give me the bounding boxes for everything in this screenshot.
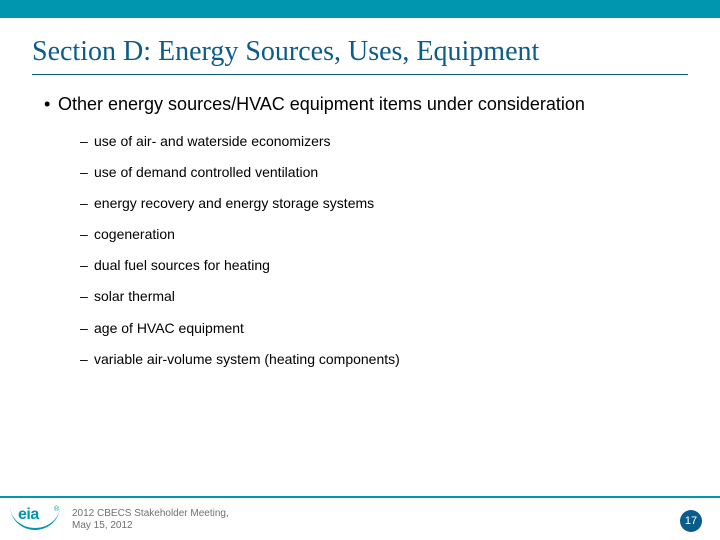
list-item: –cogeneration [80,225,688,243]
dash-icon: – [80,194,94,212]
level2-text: age of HVAC equipment [94,320,244,336]
dash-icon: – [80,350,94,368]
level2-text: use of air- and waterside economizers [94,133,331,149]
list-item: –use of air- and waterside economizers [80,132,688,150]
dash-icon: – [80,163,94,181]
registered-icon: ® [54,506,59,513]
footer-line-1: 2012 CBECS Stakeholder Meeting, [72,508,229,520]
slide-title: Section D: Energy Sources, Uses, Equipme… [32,36,688,68]
list-item: –use of demand controlled ventilation [80,163,688,181]
list-item: –solar thermal [80,287,688,305]
footer-rule [0,496,720,498]
level2-text: use of demand controlled ventilation [94,164,318,180]
slide-footer: eia ® 2012 CBECS Stakeholder Meeting, Ma… [0,496,720,540]
footer-caption: 2012 CBECS Stakeholder Meeting, May 15, … [72,508,229,532]
dash-icon: – [80,225,94,243]
level2-text: cogeneration [94,226,175,242]
level2-text: solar thermal [94,288,175,304]
list-item: –age of HVAC equipment [80,319,688,337]
title-underline [32,74,688,75]
slide-content: Section D: Energy Sources, Uses, Equipme… [0,18,720,368]
dash-icon: – [80,256,94,274]
bullet-dot-icon: • [44,93,58,116]
dash-icon: – [80,319,94,337]
level1-text: Other energy sources/HVAC equipment item… [58,94,585,114]
eia-logo: eia ® [10,504,62,530]
list-item: –variable air-volume system (heating com… [80,350,688,368]
list-item: –energy recovery and energy storage syst… [80,194,688,212]
level2-text: variable air-volume system (heating comp… [94,351,400,367]
footer-line-2: May 15, 2012 [72,520,229,532]
bullet-level-1: •Other energy sources/HVAC equipment ite… [44,93,688,116]
page-number-badge: 17 [680,510,702,532]
dash-icon: – [80,132,94,150]
list-item: –dual fuel sources for heating [80,256,688,274]
top-accent-bar [0,0,720,18]
logo-text: eia [18,506,39,524]
dash-icon: – [80,287,94,305]
level2-text: dual fuel sources for heating [94,257,270,273]
level2-text: energy recovery and energy storage syste… [94,195,374,211]
page-number: 17 [685,515,697,527]
